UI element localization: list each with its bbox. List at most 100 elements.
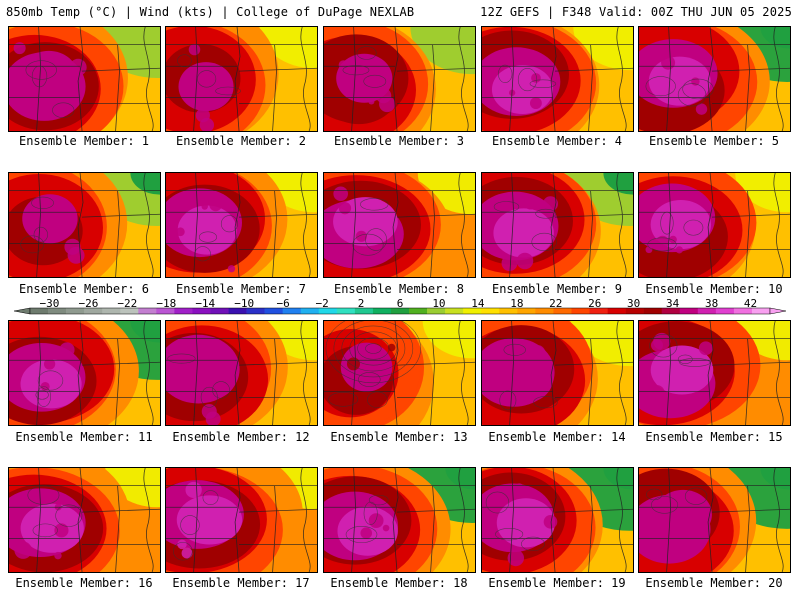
temperature-color-legend [13, 307, 787, 315]
legend-swatch [733, 308, 753, 314]
legend-swatch [192, 308, 211, 314]
ensemble-member-map [8, 26, 161, 132]
ensemble-member-caption: Ensemble Member: 6 [18, 282, 150, 296]
ensemble-member-caption: Ensemble Member: 11 [15, 430, 153, 444]
legend-swatch [30, 308, 49, 314]
legend-swatch [445, 308, 464, 314]
legend-arrow-hot [769, 307, 787, 315]
ensemble-member-map [165, 172, 318, 278]
ensemble-member-map [638, 172, 791, 278]
ensemble-member-map [323, 26, 476, 132]
ensemble-member-map [638, 26, 791, 132]
legend-tick-label: 6 [396, 297, 404, 310]
ensemble-member-map [165, 467, 318, 573]
legend-tick-label: −22 [117, 297, 138, 310]
legend-swatch [481, 308, 500, 314]
ensemble-member-map [8, 172, 161, 278]
legend-swatch [679, 308, 699, 314]
legend-swatch [571, 308, 590, 314]
legend-swatch [48, 308, 67, 314]
legend-swatch [318, 308, 338, 314]
legend-tick-label: 2 [357, 297, 365, 310]
ensemble-member-map [323, 467, 476, 573]
legend-tick-label: −10 [234, 297, 255, 310]
ensemble-member-map [165, 26, 318, 132]
ensemble-member-map [323, 320, 476, 426]
legend-swatch [102, 308, 121, 314]
ensemble-member-caption: Ensemble Member: 20 [645, 576, 783, 590]
ensemble-member-map [481, 320, 634, 426]
ensemble-member-caption: Ensemble Member: 12 [172, 430, 310, 444]
legend-tick-label: −14 [195, 297, 216, 310]
legend-swatch [517, 308, 536, 314]
legend-swatch [409, 308, 428, 314]
legend-swatch [228, 308, 247, 314]
legend-tick-label: −30 [39, 297, 60, 310]
ensemble-member-caption: Ensemble Member: 9 [491, 282, 623, 296]
ensemble-member-caption: Ensemble Member: 5 [648, 134, 780, 148]
ensemble-member-map [638, 320, 791, 426]
legend-tick-label: 22 [549, 297, 563, 310]
legend-tick-label: 26 [588, 297, 602, 310]
ensemble-member-caption: Ensemble Member: 8 [333, 282, 465, 296]
legend-swatch [282, 308, 302, 314]
legend-tick-label: 18 [510, 297, 524, 310]
legend-swatch [264, 308, 283, 314]
legend-swatch [589, 308, 608, 314]
ensemble-member-map [165, 320, 318, 426]
legend-swatch [751, 308, 771, 314]
ensemble-member-map [8, 320, 161, 426]
header-title-right: 12Z GEFS | F348 Valid: 00Z THU JUN 05 20… [480, 5, 792, 19]
legend-tick-label: 30 [627, 297, 641, 310]
ensemble-member-caption: Ensemble Member: 14 [488, 430, 626, 444]
ensemble-member-map [323, 172, 476, 278]
ensemble-member-map [481, 26, 634, 132]
ensemble-member-caption: Ensemble Member: 10 [645, 282, 783, 296]
legend-swatch [390, 308, 410, 314]
legend-swatch [66, 308, 85, 314]
legend-swatch [715, 308, 735, 314]
legend-tick-label: −2 [315, 297, 329, 310]
ensemble-member-caption: Ensemble Member: 7 [175, 282, 307, 296]
legend-swatch [553, 308, 572, 314]
ensemble-member-caption: Ensemble Member: 3 [333, 134, 465, 148]
legend-swatch [535, 308, 554, 314]
legend-swatch [427, 308, 446, 314]
ensemble-member-caption: Ensemble Member: 1 [18, 134, 150, 148]
legend-swatch [372, 308, 392, 314]
legend-tick-label: −26 [78, 297, 99, 310]
header-title-left: 850mb Temp (°C) | Wind (kts) | College o… [6, 5, 415, 19]
legend-swatch [84, 308, 103, 314]
ensemble-member-map [481, 172, 634, 278]
ensemble-member-map [8, 467, 161, 573]
legend-tick-label: 34 [666, 297, 680, 310]
legend-swatch [499, 308, 518, 314]
legend-swatch [661, 308, 681, 314]
legend-swatch [120, 308, 139, 314]
legend-swatch [138, 308, 157, 314]
ensemble-member-caption: Ensemble Member: 2 [175, 134, 307, 148]
legend-swatch [643, 308, 663, 314]
legend-swatch [174, 308, 193, 314]
legend-tick-label: 42 [743, 297, 758, 310]
legend-tick-label: 10 [432, 297, 446, 310]
legend-tick-label: −6 [276, 297, 290, 310]
ensemble-member-caption: Ensemble Member: 13 [330, 430, 468, 444]
ensemble-member-caption: Ensemble Member: 18 [330, 576, 468, 590]
ensemble-member-caption: Ensemble Member: 19 [488, 576, 626, 590]
legend-tick-label: −18 [156, 297, 177, 310]
ensemble-member-caption: Ensemble Member: 17 [172, 576, 310, 590]
ensemble-member-caption: Ensemble Member: 4 [491, 134, 623, 148]
ensemble-member-caption: Ensemble Member: 15 [645, 430, 783, 444]
legend-arrow-cold [13, 307, 31, 315]
legend-tick-label: 14 [471, 297, 485, 310]
legend-swatch [300, 308, 320, 314]
legend-swatch [210, 308, 229, 314]
legend-swatch [246, 308, 265, 314]
legend-swatch [336, 308, 356, 314]
legend-swatch [607, 308, 626, 314]
legend-swatch [697, 308, 717, 314]
legend-swatch [354, 308, 374, 314]
legend-tick-label: 38 [704, 297, 719, 310]
ensemble-member-map [638, 467, 791, 573]
